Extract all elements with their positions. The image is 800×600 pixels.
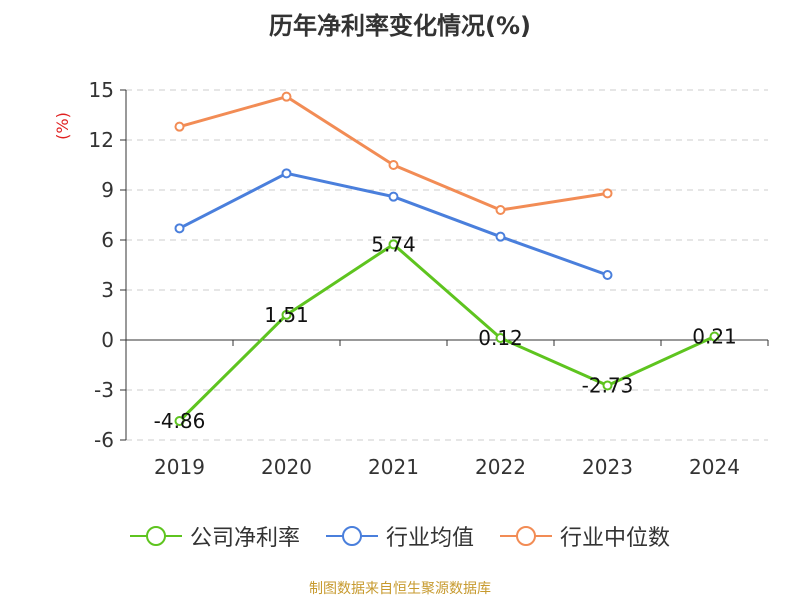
data-point[interactable] xyxy=(495,231,506,242)
legend-marker-icon xyxy=(325,526,378,546)
series-line xyxy=(178,242,716,423)
source-note: 制图数据来自恒生聚源数据库 xyxy=(309,581,491,597)
y-tick-label: 12 xyxy=(89,128,114,152)
legend-item-industry-median[interactable]: 行业中位数 xyxy=(500,520,670,552)
series-2 xyxy=(174,91,613,215)
series-0 xyxy=(174,239,720,426)
y-axis-label: (%) xyxy=(53,112,72,140)
x-tick-label: 2022 xyxy=(475,455,526,479)
legend-label: 行业中位数 xyxy=(560,526,671,551)
data-point[interactable] xyxy=(281,309,292,320)
y-tick-label: 6 xyxy=(101,228,114,252)
legend-marker-icon xyxy=(129,526,182,546)
legend-label: 公司净利率 xyxy=(189,526,300,551)
legend: 公司净利率 行业均值 行业中位数 xyxy=(0,520,800,552)
data-point[interactable] xyxy=(174,223,185,234)
data-point[interactable] xyxy=(281,91,292,102)
series-line xyxy=(178,171,609,277)
data-point[interactable] xyxy=(602,380,613,391)
series xyxy=(174,91,720,426)
y-tick-label: -3 xyxy=(94,378,114,402)
data-point[interactable] xyxy=(281,168,292,179)
data-label: 0.12 xyxy=(478,326,523,350)
data-label: -2.73 xyxy=(582,374,634,398)
legend-item-company-net-margin[interactable]: 公司净利率 xyxy=(129,520,300,552)
data-label: 1.51 xyxy=(264,303,309,327)
legend-marker-icon xyxy=(500,526,552,546)
data-point[interactable] xyxy=(388,160,399,170)
axes: 15 12 9 6 3 0 -3 -6 2019 2020 2021 2022 2023 2024 xyxy=(89,78,769,479)
legend-item-industry-mean[interactable]: 行业均值 xyxy=(325,520,474,552)
x-tick-label: 2024 xyxy=(689,455,740,479)
x-tick-label: 2021 xyxy=(368,455,419,479)
data-point[interactable] xyxy=(602,270,613,280)
data-point[interactable] xyxy=(495,205,506,215)
data-label: 5.74 xyxy=(371,232,416,256)
data-label: -4.86 xyxy=(154,409,206,433)
data-labels: -4.86 1.51 5.74 0.12 -2.73 0.21 xyxy=(154,232,737,433)
data-point[interactable] xyxy=(709,331,720,342)
data-point[interactable] xyxy=(495,333,506,343)
grid-lines xyxy=(126,89,768,441)
y-tick-label: 15 xyxy=(89,78,114,102)
legend-label: 行业均值 xyxy=(385,526,474,551)
data-label: 0.21 xyxy=(692,325,737,349)
data-point[interactable] xyxy=(174,416,185,426)
chart-title: 历年净利率变化情况(%) xyxy=(269,12,531,40)
series-1 xyxy=(174,168,613,280)
data-point[interactable] xyxy=(388,239,399,250)
data-point[interactable] xyxy=(388,191,399,202)
x-tick-label: 2023 xyxy=(582,455,633,479)
y-tick-label: 9 xyxy=(101,178,114,202)
data-point[interactable] xyxy=(174,121,185,132)
y-tick-label: 3 xyxy=(101,278,114,302)
y-tick-label: 0 xyxy=(101,328,114,352)
data-point[interactable] xyxy=(602,188,613,199)
y-tick-label: -6 xyxy=(94,428,114,452)
x-tick-label: 2020 xyxy=(261,455,312,479)
x-tick-label: 2019 xyxy=(154,455,205,479)
